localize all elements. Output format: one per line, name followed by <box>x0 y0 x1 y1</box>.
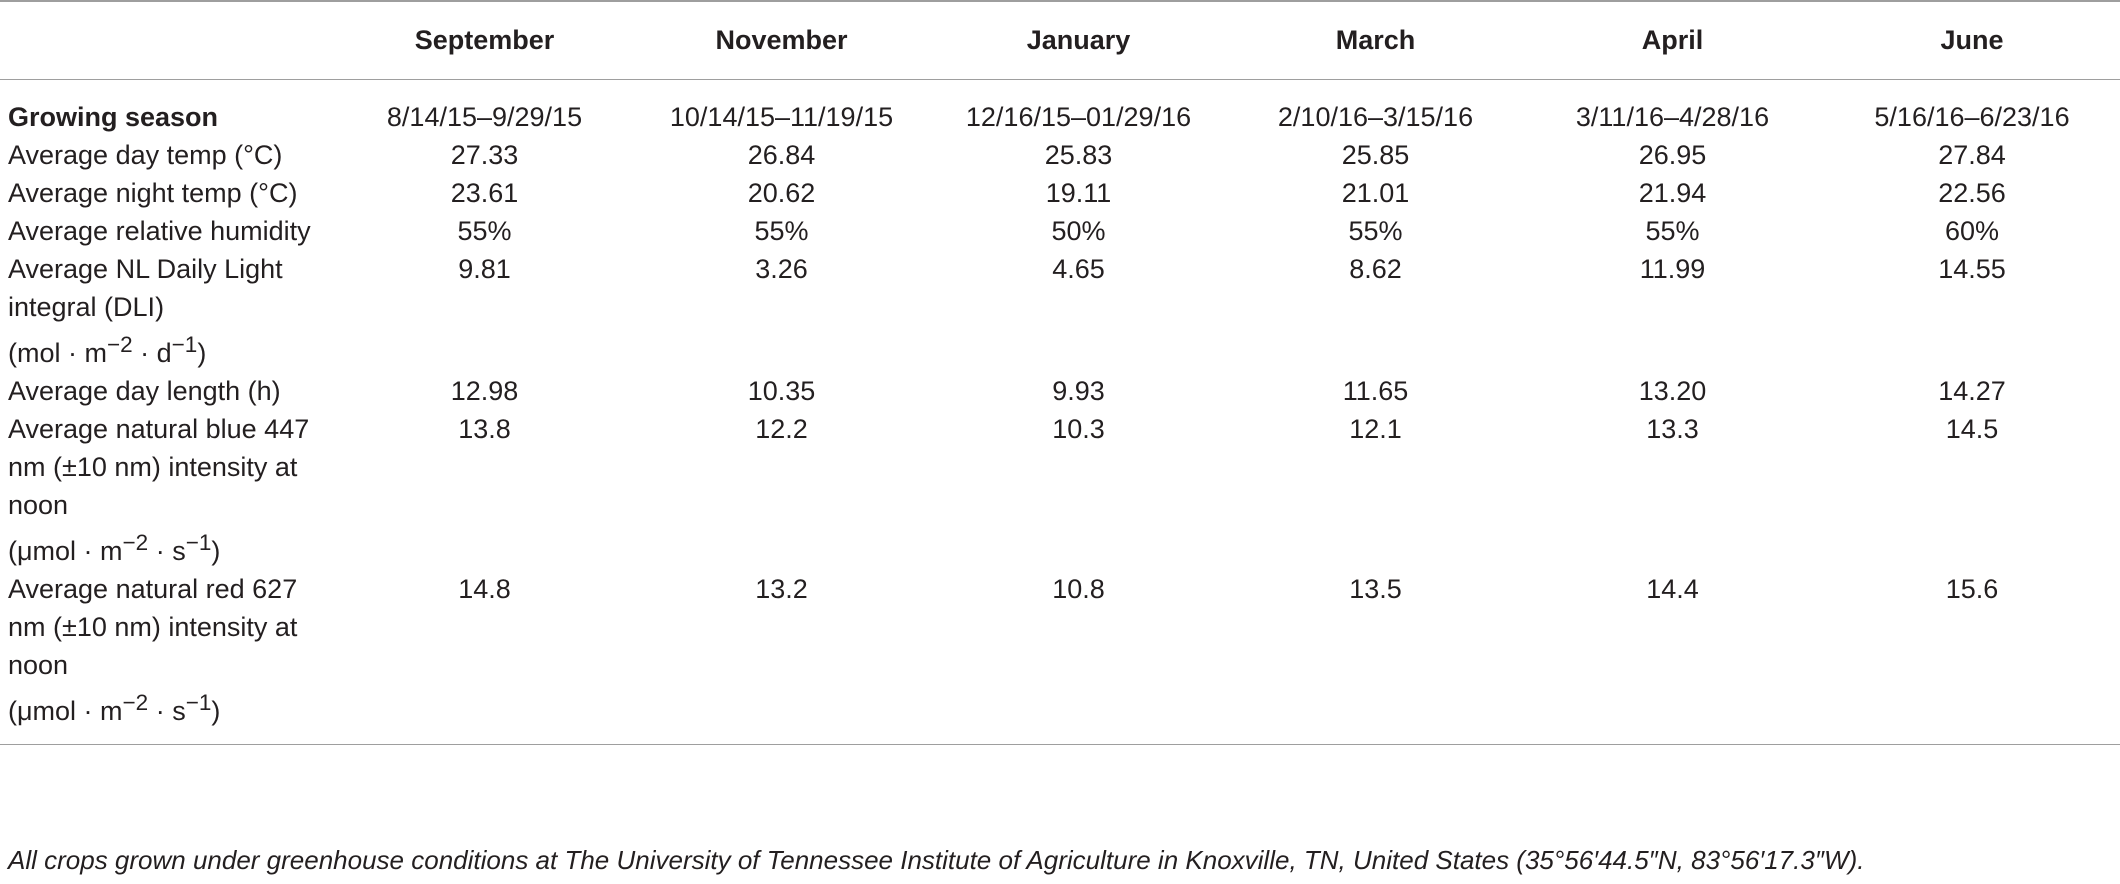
table-cell: 8/14/15–9/29/15 <box>386 101 583 132</box>
table-cell: 13.3 <box>1646 413 1699 444</box>
table-cell: 12.98 <box>450 375 519 406</box>
table-cell: 5/16/16–6/23/16 <box>1874 101 2070 132</box>
column-header-april: April <box>1524 0 1821 80</box>
column-header-blank <box>0 0 336 80</box>
unit-exponent: −2 <box>106 331 133 357</box>
table-cell: 3/11/16–4/28/16 <box>1575 101 1770 132</box>
table-cell: 27.33 <box>450 139 519 170</box>
unit-base: (μmol · m <box>8 695 123 726</box>
row-label-day-length: Average day length (h) <box>8 375 281 406</box>
unit-end: ) <box>197 337 207 368</box>
table-row: Average natural red 627 nm (±10 nm) inte… <box>0 569 2120 745</box>
table-row: Average night temp (°C) 23.61 20.62 19.1… <box>0 174 2120 212</box>
unit-end: ) <box>211 535 221 566</box>
table-row: Average day temp (°C) 27.33 26.84 25.83 … <box>0 136 2120 174</box>
table-cell: 15.6 <box>1821 569 2120 745</box>
table-footnote: All crops grown under greenhouse conditi… <box>8 845 1865 875</box>
unit-mid: · d <box>132 337 172 368</box>
column-header-november: November <box>633 0 930 80</box>
unit-exponent: −2 <box>122 689 149 715</box>
unit-exponent: −2 <box>122 529 149 555</box>
table-cell: 14.4 <box>1524 569 1821 745</box>
table-cell: 20.62 <box>747 177 816 208</box>
column-header-september: September <box>336 0 633 80</box>
table-cell: 55% <box>754 215 809 246</box>
table-cell: 21.94 <box>1638 177 1707 208</box>
table-cell: 50% <box>1051 215 1106 246</box>
table-cell: 23.61 <box>450 177 519 208</box>
table-cell: 10/14/15–11/19/15 <box>669 101 894 132</box>
table-cell: 13.8 <box>458 413 511 444</box>
table-row: Average NL Daily Light integral (DLI) (mo… <box>0 250 2120 372</box>
row-label-text: Average NL Daily Light integral (DLI) <box>8 253 283 322</box>
row-label-humidity: Average relative humidity <box>8 215 311 246</box>
table-cell: 21.01 <box>1341 177 1410 208</box>
table-cell: 13.2 <box>633 569 930 745</box>
column-header-march: March <box>1227 0 1524 80</box>
table-row: Average day length (h) 12.98 10.35 9.93 … <box>0 372 2120 410</box>
unit-exponent: −1 <box>171 331 198 357</box>
unit-exponent: −1 <box>185 529 212 555</box>
table-cell: 14.5 <box>1945 413 1999 444</box>
unit-base: (μmol · m <box>8 535 123 566</box>
row-label-red-intensity: Average natural red 627 nm (±10 nm) inte… <box>0 569 336 745</box>
table-cell: 14.8 <box>336 569 633 745</box>
table-cell: 4.65 <box>1052 253 1105 284</box>
table-row: Average natural blue 447 nm (±10 nm) int… <box>0 410 2120 570</box>
table-cell: 14.27 <box>1938 375 2006 406</box>
table-cell: 10.8 <box>930 569 1227 745</box>
table-cell: 26.84 <box>747 139 816 170</box>
table-cell: 25.85 <box>1341 139 1410 170</box>
row-label-growing-season: Growing season <box>8 101 219 132</box>
table-cell: 55% <box>1348 215 1403 246</box>
table-row: Growing season 8/14/15–9/29/15 10/14/15–… <box>0 79 2120 136</box>
table-cell: 12.1 <box>1349 413 1402 444</box>
table-cell: 9.81 <box>458 253 511 284</box>
row-label-text: Average natural blue 447 nm (±10 nm) int… <box>8 413 310 520</box>
table-row: Average relative humidity 55% 55% 50% 55… <box>0 212 2120 250</box>
column-header-june: June <box>1821 0 2120 80</box>
row-label-blue-intensity: Average natural blue 447 nm (±10 nm) int… <box>0 410 336 570</box>
unit-exponent: −1 <box>185 689 212 715</box>
table-cell: 25.83 <box>1044 139 1113 170</box>
row-label-day-temp: Average day temp (°C) <box>8 139 283 170</box>
table-cell: 2/10/16–3/15/16 <box>1277 101 1474 132</box>
table-cell: 13.5 <box>1227 569 1524 745</box>
table-cell: 22.56 <box>1938 177 2006 208</box>
table-cell: 12.2 <box>755 413 808 444</box>
table-cell: 13.20 <box>1638 375 1707 406</box>
table-cell: 8.62 <box>1349 253 1402 284</box>
table-cell: 55% <box>1645 215 1700 246</box>
row-label-dli: Average NL Daily Light integral (DLI) (mo… <box>0 250 336 372</box>
table-cell: 60% <box>1944 215 2000 246</box>
table-cell: 55% <box>457 215 512 246</box>
table-cell: 10.3 <box>1052 413 1105 444</box>
row-label-night-temp: Average night temp (°C) <box>8 177 298 208</box>
table-cell: 11.65 <box>1342 375 1409 406</box>
table-cell: 27.84 <box>1938 139 2006 170</box>
table-cell: 12/16/15–01/29/16 <box>965 101 1192 132</box>
unit-end: ) <box>211 695 221 726</box>
data-table: September November January March April J… <box>0 0 2120 745</box>
unit-base: (mol · m <box>8 337 107 368</box>
row-label-text: Average natural red 627 nm (±10 nm) inte… <box>8 573 298 680</box>
column-header-january: January <box>930 0 1227 80</box>
table-cell: 3.26 <box>755 253 808 284</box>
table-cell: 10.35 <box>747 375 816 406</box>
table-header-row: September November January March April J… <box>0 0 2120 80</box>
table-cell: 19.11 <box>1045 177 1112 208</box>
table-cell: 11.99 <box>1639 253 1706 284</box>
table-cell: 14.55 <box>1938 253 2006 284</box>
table-cell: 9.93 <box>1052 375 1105 406</box>
table-cell: 26.95 <box>1638 139 1707 170</box>
unit-mid: · s <box>148 535 186 566</box>
unit-mid: · s <box>148 695 186 726</box>
